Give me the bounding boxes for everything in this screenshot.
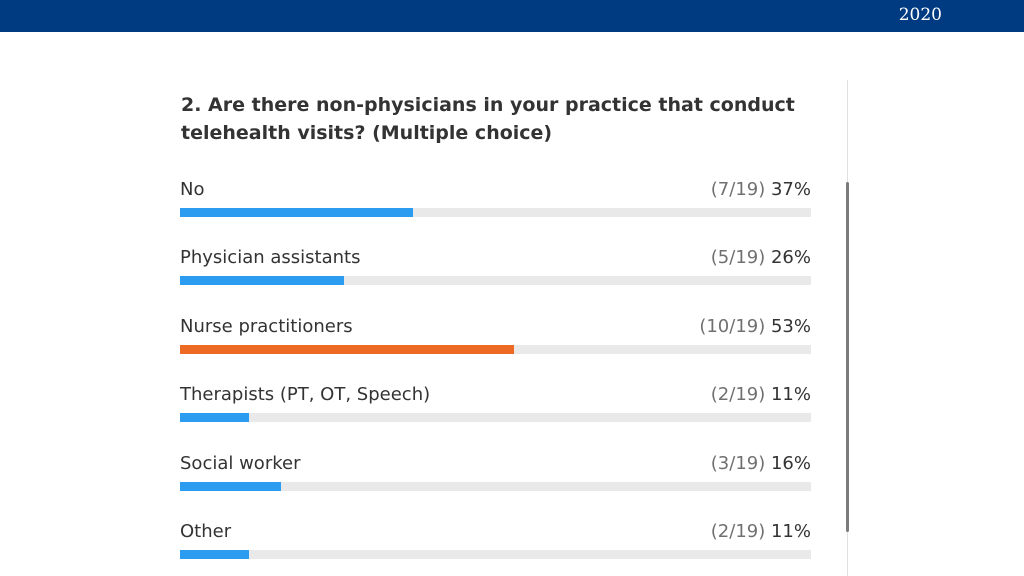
option-label: Nurse practitioners [180,316,353,337]
bar-fill [180,345,514,354]
poll-option: Therapists (PT, OT, Speech) (2/19) 11% [180,384,811,428]
option-label: Social worker [180,453,301,474]
option-stat: (5/19) 26% [711,247,811,269]
option-count: (7/19) [710,179,766,200]
bar-fill [180,482,281,491]
year-label: 2020 [898,5,942,25]
poll-option: Nurse practitioners (10/19) 53% [180,316,811,360]
poll-option: Physician assistants (5/19) 26% [180,247,811,291]
option-percent: 11% [770,384,811,405]
option-count: (5/19) [710,247,766,268]
option-count: (10/19) [699,316,766,337]
bar-track [180,550,811,559]
scrollbar[interactable] [846,182,849,532]
header-bar: 2020 [0,0,1024,32]
option-stat: (2/19) 11% [711,521,811,543]
option-percent: 26% [770,247,811,268]
option-count: (2/19) [710,384,766,405]
chart-title: 2. Are there non-physicians in your prac… [181,94,795,144]
bar-track [180,413,811,422]
option-label: Other [180,521,232,542]
option-percent: 16% [770,453,811,474]
bar-fill [180,550,249,559]
poll-option: Other (2/19) 11% [180,521,811,565]
option-stat: (7/19) 37% [711,179,811,201]
bar-track [180,276,811,285]
bar-fill [180,208,413,217]
bar-track [180,345,811,354]
bar-fill [180,413,249,422]
option-label: Physician assistants [180,247,361,268]
poll-option: Social worker (3/19) 16% [180,453,811,497]
option-percent: 37% [770,179,811,200]
option-percent: 53% [770,316,811,337]
option-stat: (2/19) 11% [711,384,811,406]
option-count: (3/19) [710,453,766,474]
bar-fill [180,276,344,285]
bar-track [180,482,811,491]
option-label: No [180,179,205,200]
option-percent: 11% [770,521,811,542]
option-stat: (10/19) 53% [699,316,811,338]
option-count: (2/19) [710,521,766,542]
option-label: Therapists (PT, OT, Speech) [180,384,431,405]
poll-option: No (7/19) 37% [180,179,811,223]
option-stat: (3/19) 16% [711,453,811,475]
bar-track [180,208,811,217]
